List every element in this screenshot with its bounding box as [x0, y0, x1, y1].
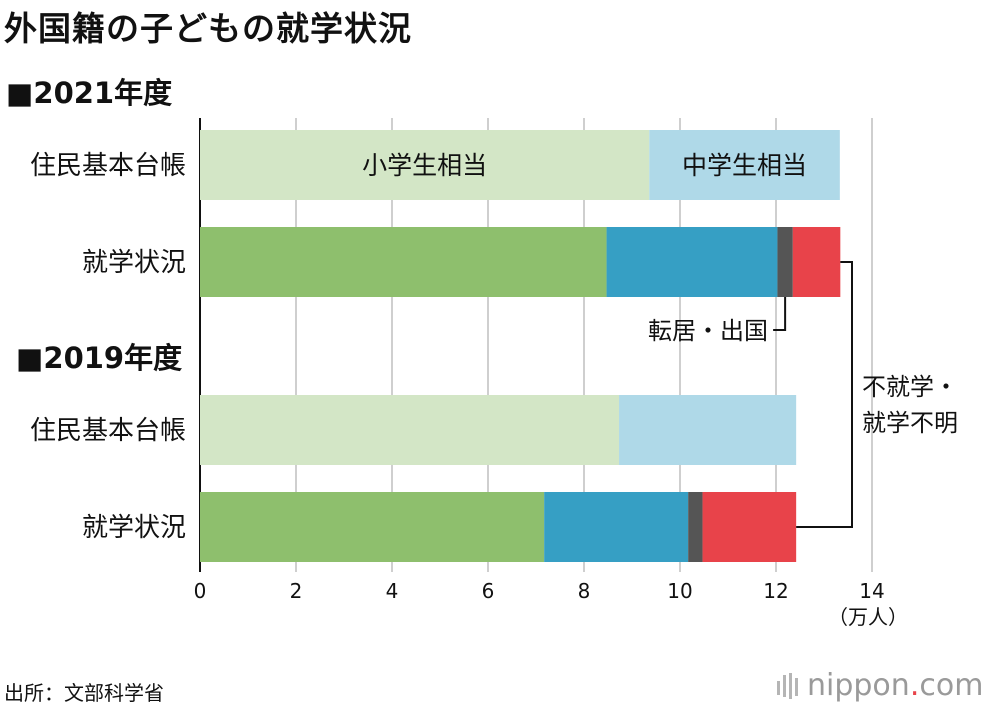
segment-label-elem_registry: 小学生相当 — [362, 151, 487, 180]
bar-segment-junior_registry — [619, 395, 797, 465]
bar-segment-not_enrolled — [702, 492, 797, 562]
x-tick-label-12: 12 — [763, 579, 788, 603]
bar-segment-elem_enrolled — [200, 492, 545, 562]
x-tick-label-4: 4 — [386, 579, 399, 603]
bar-segment-elem_registry — [200, 395, 620, 465]
not-enrolled-label-line1: 不就学・ — [862, 373, 958, 401]
bar-category-label: 住民基本台帳 — [30, 151, 186, 181]
bar-category-label: 住民基本台帳 — [30, 416, 186, 446]
nippon-logo: nippon. com — [777, 668, 983, 703]
stacked-bar-chart: 0 2 4 6 8 10 12 14（万人）住民基本台帳 小学生相当 中学生相当就学状況住民基本台… — [30, 118, 958, 629]
source-note: 出所：文部科学省 — [4, 681, 164, 705]
bar-segment-moved — [777, 227, 793, 297]
bar-segment-junior_registry — [649, 130, 840, 200]
x-tick-label-2: 2 — [290, 579, 303, 603]
moved-callout-label: 転居・出国 — [648, 317, 768, 345]
not-enrolled-label-line2: 就学不明 — [862, 409, 958, 437]
bar-category-label: 就学状況 — [82, 513, 186, 543]
bar-segment-junior_enrolled — [544, 492, 689, 562]
bar-segment-not_enrolled — [792, 227, 841, 297]
bar-category-label: 就学状況 — [82, 248, 186, 278]
bar-segment-elem_enrolled — [200, 227, 607, 297]
logo-name: nippon — [807, 668, 910, 703]
bar-segment-junior_enrolled — [606, 227, 778, 297]
section-heading-2021: ■2021年度 — [6, 76, 173, 110]
logo-dot: . — [909, 668, 920, 703]
not-enrolled-callout-line — [796, 261, 853, 528]
chart-title: 外国籍の子どもの就学状況 — [4, 9, 412, 48]
logo-bars-icon — [777, 672, 798, 699]
x-tick-label-14: 14 — [859, 579, 884, 603]
x-tick-label-10: 10 — [667, 579, 692, 603]
x-tick-label-0: 0 — [194, 579, 207, 603]
bar-segment-moved — [688, 492, 703, 562]
section-heading-2019: ■2019年度 — [16, 341, 183, 375]
moved-callout-line — [773, 297, 787, 331]
x-tick-label-6: 6 — [482, 579, 495, 603]
x-unit-label: （万人） — [828, 605, 908, 629]
x-tick-label-8: 8 — [578, 579, 591, 603]
segment-label-junior_registry: 中学生相当 — [682, 151, 807, 180]
bar-segment-elem_registry — [200, 130, 650, 200]
logo-suffix: com — [919, 668, 984, 703]
